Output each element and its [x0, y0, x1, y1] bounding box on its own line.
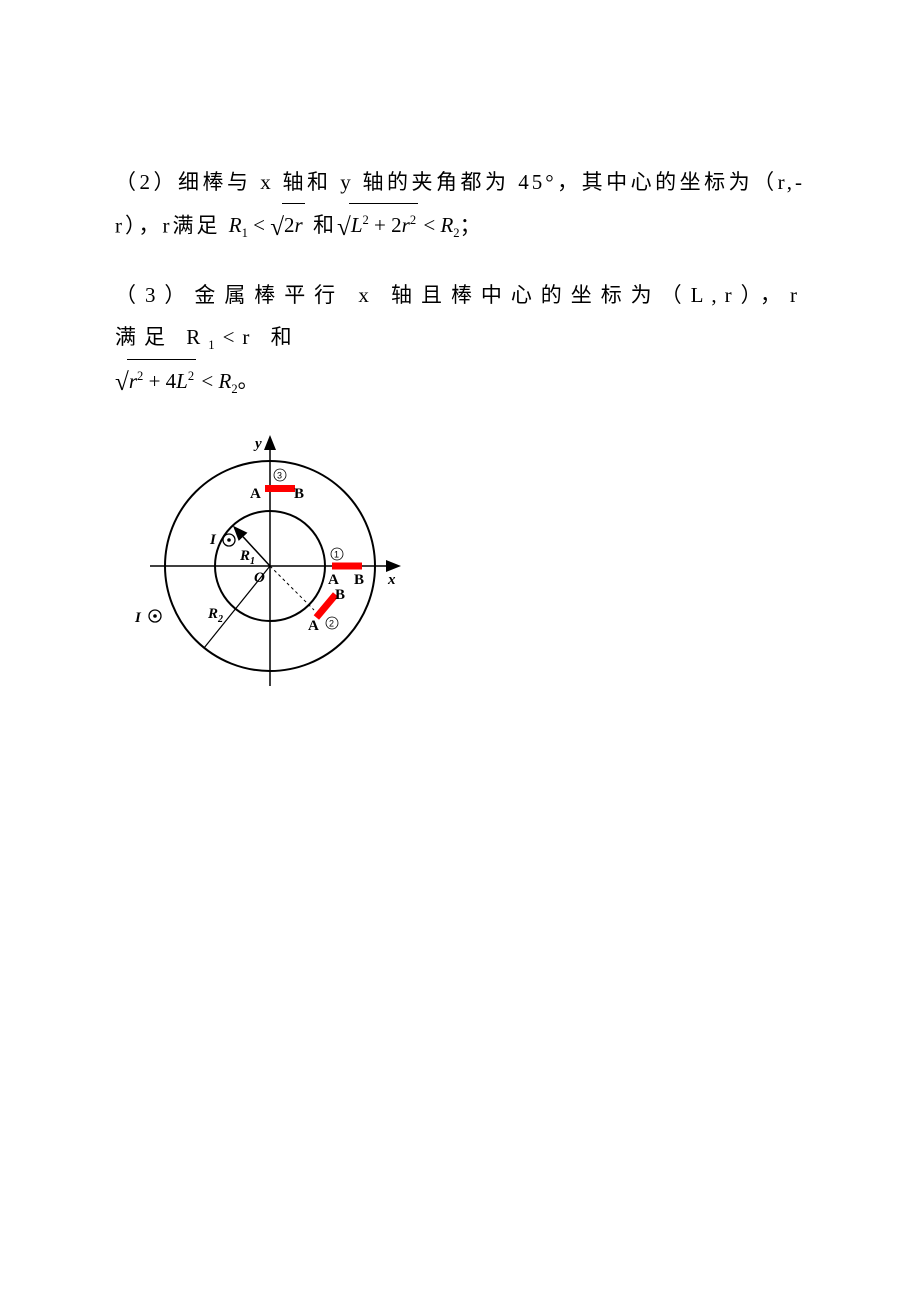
R1-label: R1 [239, 548, 255, 567]
rod2-B: B [335, 587, 345, 603]
rod3-A: A [250, 486, 261, 502]
p2-end: ； [460, 213, 484, 237]
rod1-A: A [328, 572, 339, 588]
p3-text-2: <r 和 [223, 325, 300, 349]
p3-math: √r2 + 4L2 < R2 [115, 369, 238, 393]
paragraph-3: （3）金属棒平行 x 轴且棒中心的坐标为（L,r），r 满足 R1<r 和 √r… [115, 274, 805, 408]
p2-math: R1 < √2r 和√L2 + 2r2 < R2 [229, 213, 460, 237]
R2-label: R2 [207, 606, 223, 625]
circled-3: 3 [277, 470, 282, 480]
current-dot-inner-icon [223, 534, 235, 546]
rod3-B: B [294, 486, 304, 502]
p3-end: 。 [238, 369, 262, 393]
rod-1 [332, 562, 362, 569]
I-inner: I [209, 532, 217, 548]
rod-3 [265, 485, 295, 492]
diagram-svg: A B 1 A B 2 A B 3 [115, 421, 425, 696]
physics-diagram: A B 1 A B 2 A B 3 [115, 421, 805, 701]
sqrt-2r: √2r [270, 203, 305, 253]
sqrt-r2-4L2: √r2 + 4L2 [115, 358, 196, 408]
y-label: y [253, 436, 262, 452]
page-content: （2）细棒与 x 轴和 y 轴的夹角都为 45°，其中心的坐标为（r,-r），r… [0, 0, 920, 701]
current-dot-outer-icon [149, 610, 161, 622]
paragraph-2: （2）细棒与 x 轴和 y 轴的夹角都为 45°，其中心的坐标为（r,-r），r… [115, 161, 805, 253]
I-outer: I [134, 610, 142, 626]
dashed-radius [270, 566, 314, 610]
rod1-B: B [354, 572, 364, 588]
origin-label: O [254, 570, 265, 586]
circled-1: 1 [334, 549, 339, 559]
circled-2: 2 [329, 618, 334, 628]
x-label: x [387, 572, 396, 588]
rod2-A: A [308, 618, 319, 634]
sqrt-L2-2r2: √L2 + 2r2 [337, 203, 418, 253]
